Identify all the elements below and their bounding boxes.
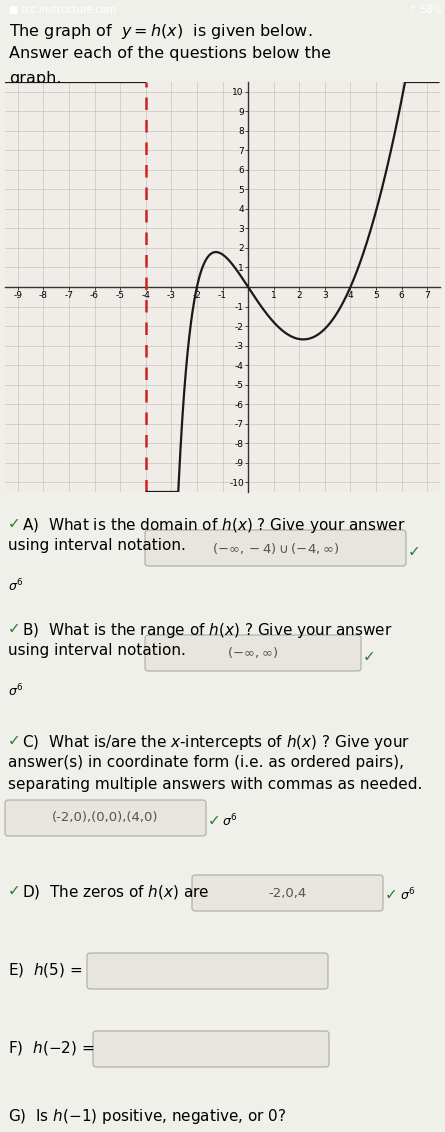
- Text: ■ tcc.instructure.com: ■ tcc.instructure.com: [9, 5, 116, 15]
- Text: ⇡ 58%: ⇡ 58%: [409, 5, 442, 15]
- Text: using interval notation.: using interval notation.: [8, 538, 186, 554]
- Text: A)  What is the domain of $h(x)$ ? Give your answer: A) What is the domain of $h(x)$ ? Give y…: [22, 516, 405, 535]
- Text: $\sigma^6$: $\sigma^6$: [222, 813, 238, 830]
- Text: E)  $h(5)$ =: E) $h(5)$ =: [8, 961, 82, 979]
- FancyBboxPatch shape: [145, 635, 361, 671]
- FancyBboxPatch shape: [145, 530, 406, 566]
- Text: ✓: ✓: [8, 621, 21, 636]
- Text: answer(s) in coordinate form (i.e. as ordered pairs),: answer(s) in coordinate form (i.e. as or…: [8, 755, 404, 770]
- Text: ✓: ✓: [8, 516, 21, 531]
- Text: ✓: ✓: [8, 883, 21, 898]
- FancyBboxPatch shape: [5, 800, 206, 837]
- FancyBboxPatch shape: [192, 875, 383, 911]
- Text: The graph of  $y = h(x)$  is given below.: The graph of $y = h(x)$ is given below.: [9, 22, 312, 41]
- Text: $\sigma^6$: $\sigma^6$: [8, 683, 24, 700]
- Text: (-2,0),(0,0),(4,0): (-2,0),(0,0),(4,0): [52, 812, 159, 824]
- FancyBboxPatch shape: [87, 953, 328, 989]
- Text: ✓: ✓: [408, 544, 421, 559]
- Text: C)  What is/are the $x$-intercepts of $h(x)$ ? Give your: C) What is/are the $x$-intercepts of $h(…: [22, 734, 410, 752]
- Text: Answer each of the questions below the: Answer each of the questions below the: [9, 46, 331, 61]
- Text: using interval notation.: using interval notation.: [8, 643, 186, 658]
- Text: $\sigma^6$: $\sigma^6$: [400, 886, 416, 903]
- Text: F)  $h(-2)$ =: F) $h(-2)$ =: [8, 1039, 94, 1057]
- Text: $\sigma^6$: $\sigma^6$: [8, 578, 24, 594]
- Text: $(-\infty,\infty)$: $(-\infty,\infty)$: [227, 645, 279, 660]
- Text: graph.: graph.: [9, 70, 61, 86]
- Text: $(-\infty,-4)\cup(-4,\infty)$: $(-\infty,-4)\cup(-4,\infty)$: [212, 540, 339, 556]
- Text: separating multiple answers with commas as needed.: separating multiple answers with commas …: [8, 777, 422, 792]
- Text: -2,0,4: -2,0,4: [268, 886, 307, 900]
- FancyBboxPatch shape: [93, 1031, 329, 1067]
- Text: G)  Is $h(-1)$ positive, negative, or 0?: G) Is $h(-1)$ positive, negative, or 0?: [8, 1107, 287, 1126]
- Text: B)  What is the range of $h(x)$ ? Give your answer: B) What is the range of $h(x)$ ? Give yo…: [22, 621, 392, 640]
- Text: ✓: ✓: [363, 650, 376, 664]
- Text: D)  The zeros of $h(x)$ are: D) The zeros of $h(x)$ are: [22, 883, 210, 901]
- Text: ✓: ✓: [385, 887, 398, 902]
- Text: ✓: ✓: [208, 814, 221, 829]
- Text: ✓: ✓: [8, 734, 21, 748]
